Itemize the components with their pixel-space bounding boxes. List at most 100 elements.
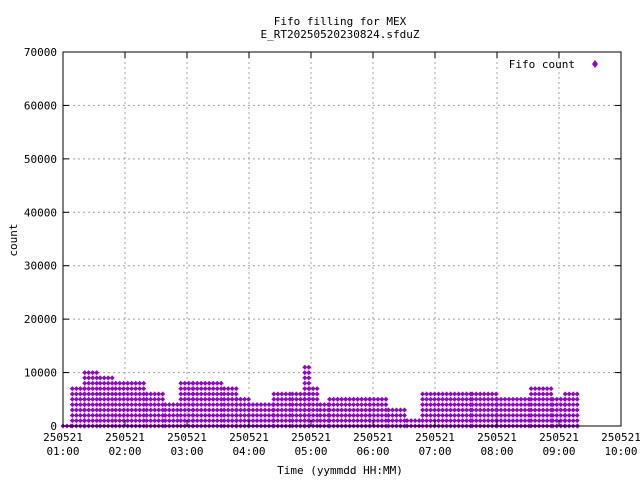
data-point — [137, 396, 143, 402]
data-point — [198, 407, 204, 413]
data-point — [574, 402, 580, 408]
data-point — [514, 412, 520, 418]
data-point — [94, 391, 100, 397]
data-point — [302, 396, 308, 402]
data-point — [271, 391, 277, 397]
data-point — [97, 396, 103, 402]
data-point — [469, 396, 475, 402]
data-point — [283, 402, 289, 408]
data-point — [109, 380, 115, 386]
data-point — [194, 380, 200, 386]
data-point — [351, 396, 357, 402]
data-point — [440, 402, 446, 408]
data-point — [225, 407, 231, 413]
data-point — [101, 418, 107, 424]
data-point — [485, 391, 491, 397]
data-point — [473, 407, 479, 413]
data-point — [420, 407, 426, 413]
data-point — [174, 412, 180, 418]
data-point — [144, 391, 150, 397]
data-point — [428, 391, 434, 397]
data-point — [394, 407, 399, 413]
data-point — [331, 407, 337, 413]
data-point — [379, 418, 385, 424]
data-point — [287, 407, 293, 413]
data-point — [566, 391, 572, 397]
data-point — [528, 386, 534, 392]
data-point — [363, 412, 369, 418]
data-point — [436, 391, 442, 397]
data-point — [283, 396, 289, 402]
data-point — [477, 418, 483, 424]
data-point — [218, 391, 224, 397]
data-point — [383, 402, 389, 408]
data-point — [544, 407, 550, 413]
x-axis-label: Time (yymmdd HH:MM) — [277, 464, 403, 477]
data-point — [379, 396, 385, 402]
data-point — [386, 418, 391, 424]
data-point — [287, 396, 293, 402]
data-point — [514, 396, 520, 402]
data-point — [327, 402, 333, 408]
data-point — [94, 375, 100, 381]
data-point — [408, 418, 414, 424]
data-point — [540, 386, 546, 392]
data-point — [558, 412, 564, 418]
data-point — [306, 402, 312, 408]
data-point — [94, 402, 100, 408]
data-point — [141, 391, 147, 397]
x-tick-date: 250521 — [477, 431, 517, 444]
data-point — [109, 375, 115, 381]
data-point — [97, 386, 103, 392]
data-point — [544, 396, 550, 402]
data-point — [297, 402, 303, 408]
x-tick-date: 250521 — [167, 431, 207, 444]
data-point — [494, 407, 500, 413]
data-point — [287, 412, 293, 418]
data-point — [137, 407, 143, 413]
data-point — [137, 380, 143, 386]
data-point — [133, 386, 139, 392]
data-point — [170, 418, 176, 424]
data-point — [218, 386, 224, 392]
data-point — [86, 412, 92, 418]
data-point — [351, 412, 357, 418]
data-point — [489, 407, 495, 413]
data-point — [202, 396, 208, 402]
data-point — [355, 412, 361, 418]
data-point — [113, 380, 119, 386]
data-point — [97, 412, 103, 418]
data-point — [522, 396, 528, 402]
data-point — [432, 391, 438, 397]
data-point — [481, 407, 487, 413]
data-point — [152, 396, 158, 402]
data-point — [210, 418, 216, 424]
data-point — [510, 407, 516, 413]
data-point — [86, 402, 92, 408]
data-point — [94, 418, 100, 424]
data-point — [156, 396, 162, 402]
data-point — [550, 418, 556, 424]
data-point — [510, 396, 516, 402]
data-point — [242, 396, 248, 402]
data-point — [544, 412, 550, 418]
data-point — [310, 391, 316, 397]
data-point — [148, 412, 154, 418]
data-point — [302, 386, 308, 392]
data-point — [94, 370, 100, 376]
data-point — [202, 391, 208, 397]
data-point — [566, 402, 572, 408]
data-point — [206, 412, 212, 418]
data-point — [246, 412, 252, 418]
data-point — [363, 402, 369, 408]
data-point — [174, 402, 180, 408]
data-point — [198, 380, 204, 386]
data-point — [190, 396, 196, 402]
data-point — [448, 407, 454, 413]
data-point — [73, 391, 79, 397]
data-point — [186, 396, 192, 402]
data-point — [214, 386, 220, 392]
data-point — [289, 418, 295, 424]
data-point — [182, 418, 188, 424]
x-tick-time: 10:00 — [604, 445, 637, 458]
